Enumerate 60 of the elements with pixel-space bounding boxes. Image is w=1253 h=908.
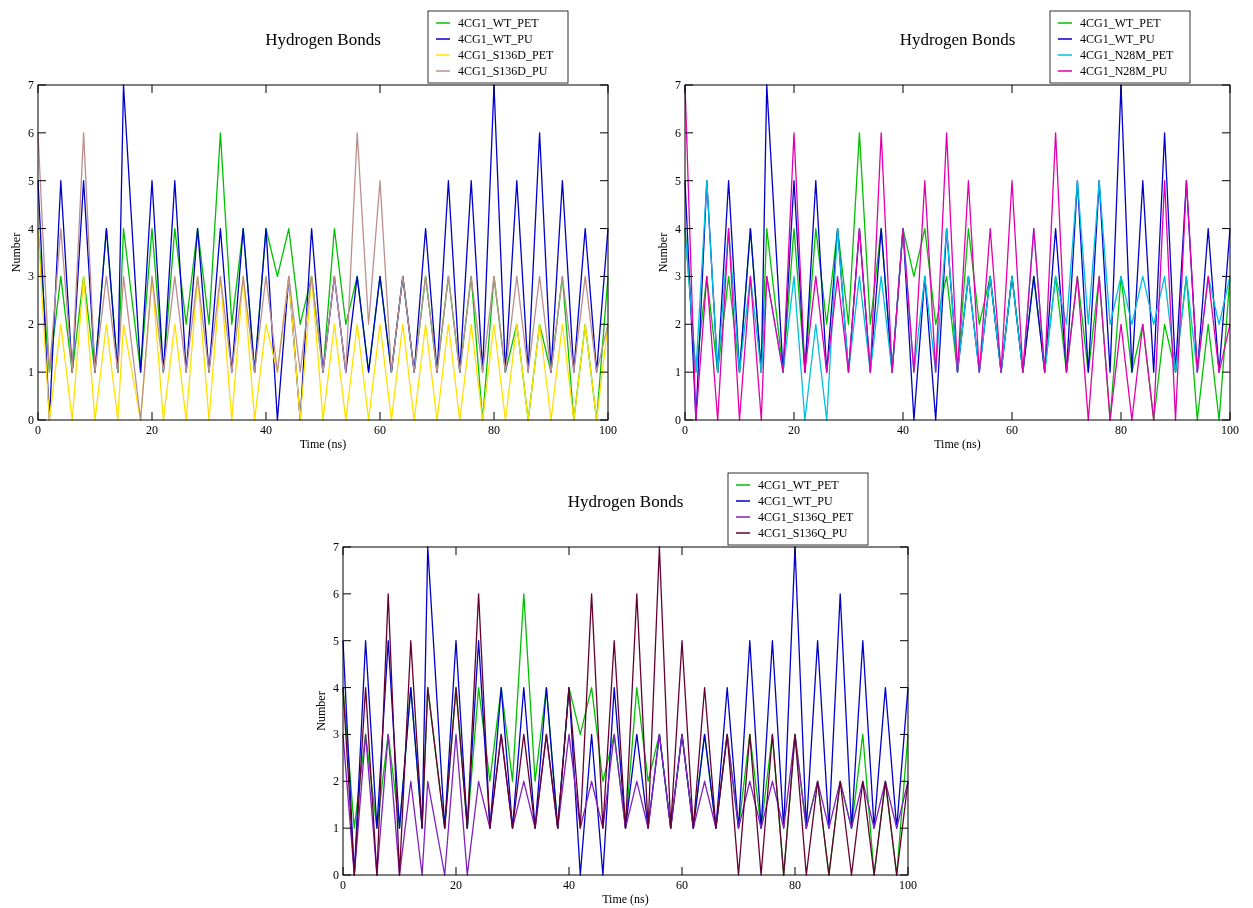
x-tick-label: 80 [488, 423, 500, 437]
y-tick-label: 3 [675, 269, 681, 284]
x-tick-label: 20 [788, 423, 800, 437]
legend-label: 4CG1_S136Q_PET [758, 510, 855, 524]
x-tick-label: 20 [450, 878, 462, 892]
y-tick-label: 7 [333, 540, 339, 554]
y-tick-label: 2 [675, 317, 681, 332]
y-axis-title: Number [9, 232, 23, 273]
chart-title: Hydrogen Bonds [265, 30, 381, 49]
y-axis-title: Number [656, 232, 670, 273]
y-tick-label: 0 [28, 413, 34, 427]
y-tick-label: 5 [28, 173, 34, 188]
y-tick-label: 0 [333, 868, 339, 882]
y-tick-label: 4 [28, 221, 34, 236]
y-tick-label: 5 [675, 173, 681, 188]
y-tick-label: 6 [333, 586, 339, 601]
x-tick-label: 40 [897, 423, 909, 437]
chart-title: Hydrogen Bonds [567, 492, 684, 511]
x-axis-title: Time (ns) [602, 892, 649, 906]
x-tick-label: 80 [789, 878, 801, 892]
legend-label: 4CG1_WT_PET [458, 16, 540, 30]
chart-title: Hydrogen Bonds [899, 30, 1016, 49]
x-tick-label: 60 [374, 423, 386, 437]
legend-label: 4CG1_S136D_PU [458, 64, 548, 78]
y-tick-label: 1 [675, 365, 681, 380]
y-tick-label: 6 [675, 125, 681, 140]
y-tick-label: 2 [28, 317, 34, 332]
y-tick-label: 0 [675, 413, 681, 427]
legend-label: 4CG1_S136Q_PU [758, 526, 848, 540]
legend-label: 4CG1_N28M_PET [1080, 48, 1175, 62]
y-tick-label: 4 [675, 221, 681, 236]
x-tick-label: 20 [146, 423, 158, 437]
y-tick-label: 1 [333, 821, 339, 836]
x-tick-label: 60 [1006, 423, 1018, 437]
y-tick-label: 6 [28, 125, 34, 140]
x-tick-label: 100 [1221, 423, 1239, 437]
x-axis-title: Time (ns) [299, 437, 347, 451]
x-tick-label: 80 [1115, 423, 1127, 437]
legend-label: 4CG1_S136D_PET [458, 48, 555, 62]
y-tick-label: 4 [333, 680, 339, 695]
x-tick-label: 100 [899, 878, 917, 892]
x-axis-title: Time (ns) [934, 437, 981, 451]
legend-label: 4CG1_WT_PET [1080, 16, 1162, 30]
x-tick-label: 100 [599, 423, 617, 437]
legend-label: 4CG1_WT_PU [458, 32, 533, 46]
legend-label: 4CG1_WT_PET [758, 478, 840, 492]
y-tick-label: 3 [333, 727, 339, 742]
y-tick-label: 3 [28, 269, 34, 284]
x-tick-label: 40 [260, 423, 272, 437]
legend-label: 4CG1_WT_PU [1080, 32, 1155, 46]
y-axis-title: Number [314, 691, 328, 731]
y-tick-label: 7 [675, 78, 681, 92]
legend-label: 4CG1_N28M_PU [1080, 64, 1168, 78]
y-tick-label: 7 [28, 78, 34, 92]
y-tick-label: 2 [333, 774, 339, 789]
y-tick-label: 1 [28, 365, 34, 380]
y-tick-label: 5 [333, 633, 339, 648]
x-tick-label: 40 [563, 878, 575, 892]
legend-label: 4CG1_WT_PU [758, 494, 833, 508]
x-tick-label: 60 [676, 878, 688, 892]
